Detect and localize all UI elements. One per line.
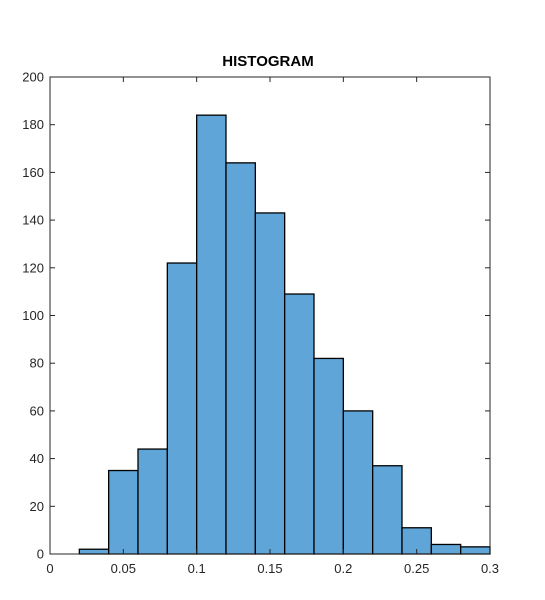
x-tick-label: 0.25: [404, 561, 429, 576]
histogram-bar-13: [460, 546, 491, 555]
histogram-bar-10: [372, 465, 403, 555]
y-axis: 0 20 40 60 80 100 120 140 160 180 200: [22, 70, 490, 562]
x-tick-label: 0.15: [257, 561, 282, 576]
histogram-bar-8: [313, 357, 344, 555]
histogram-bar-7: [284, 293, 315, 555]
histogram-bar-1: [108, 469, 139, 555]
histogram-bar-5: [225, 162, 256, 555]
x-tick-label: 0.1: [188, 561, 206, 576]
y-tick-label: 100: [22, 308, 44, 323]
y-tick-label: 60: [30, 403, 44, 418]
y-tick-label: 120: [22, 260, 44, 275]
histogram-bar-3: [166, 262, 198, 555]
y-tick-label: 140: [22, 213, 44, 228]
y-tick-label: 40: [30, 451, 44, 466]
chart-title: HISTOGRAM: [222, 53, 313, 70]
y-tick-label: 80: [30, 356, 44, 371]
histogram-bar-0: [78, 548, 110, 555]
histogram-bar-6: [254, 212, 286, 555]
y-tick-label: 180: [22, 117, 44, 132]
y-tick-label: 200: [22, 70, 44, 85]
y-tick-label: 160: [22, 165, 44, 180]
histogram-bar-4: [196, 114, 227, 555]
x-tick-label: 0.2: [334, 561, 352, 576]
y-tick-label: 20: [30, 499, 44, 514]
x-tick-label: 0.05: [111, 561, 136, 576]
histogram-bar-2: [137, 448, 168, 555]
x-axis: 0 0.05 0.1 0.15 0.2 0.25 0.3: [46, 77, 499, 576]
histogram-bar-12: [430, 543, 462, 555]
x-tick-label: 0.3: [481, 561, 499, 576]
x-tick-label: 0: [46, 561, 53, 576]
y-tick-label: 0: [37, 547, 44, 562]
histogram-bars: [78, 114, 491, 555]
histogram-bar-9: [342, 410, 374, 555]
